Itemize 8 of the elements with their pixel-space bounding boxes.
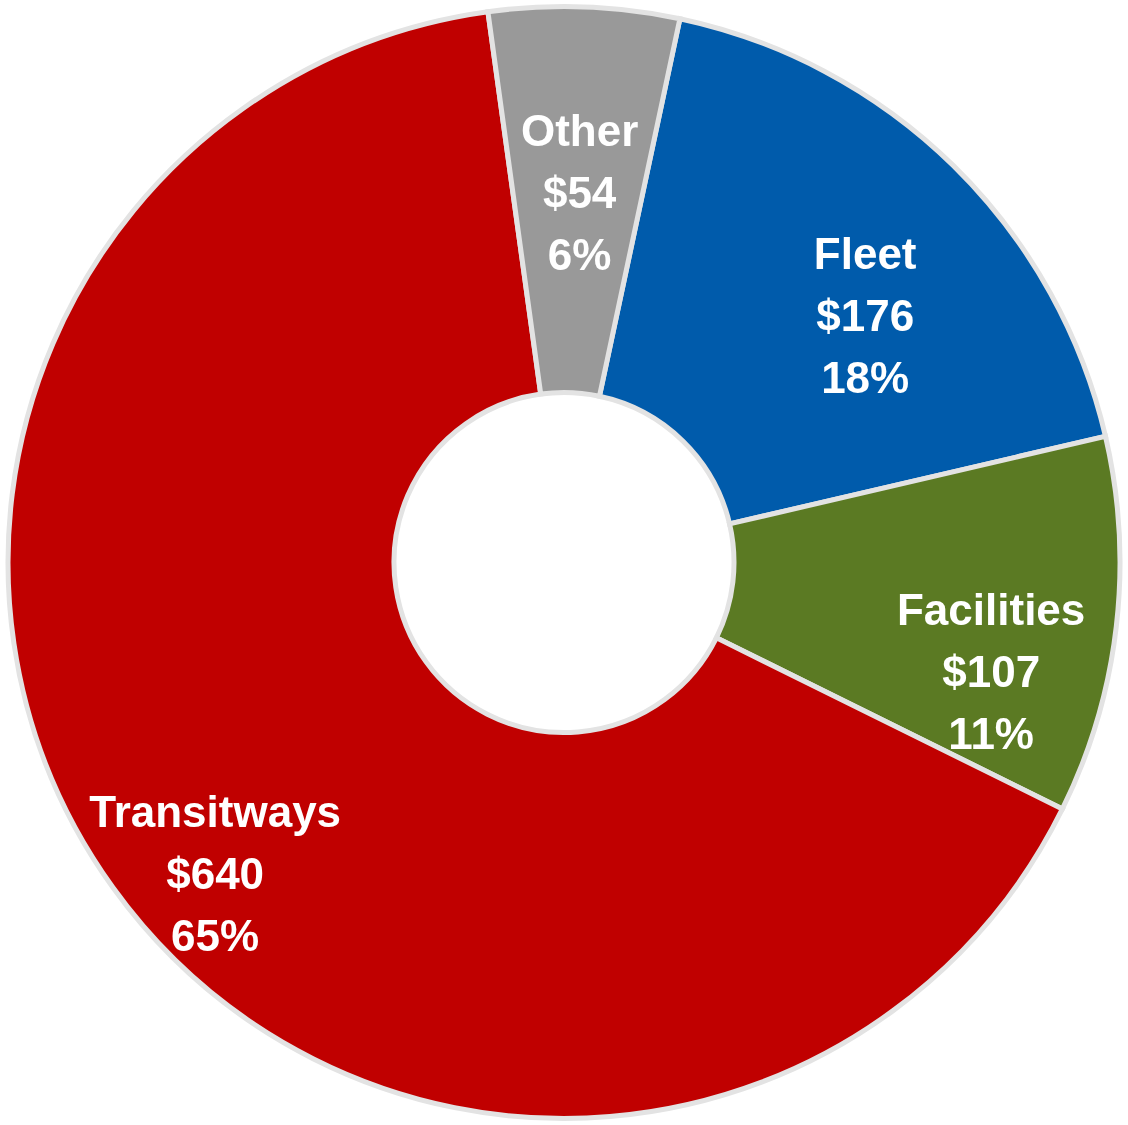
slice-label: Facilities bbox=[897, 584, 1086, 634]
slice-label: Other bbox=[520, 105, 639, 155]
data-label: $107 11% bbox=[942, 646, 1041, 758]
data-label: $640 65% bbox=[166, 848, 265, 960]
data-label: $54 6% bbox=[542, 167, 617, 279]
data-label: $176 18% bbox=[816, 290, 915, 402]
slice-label: Fleet bbox=[813, 228, 917, 278]
slice-label: Transitways bbox=[89, 786, 342, 836]
